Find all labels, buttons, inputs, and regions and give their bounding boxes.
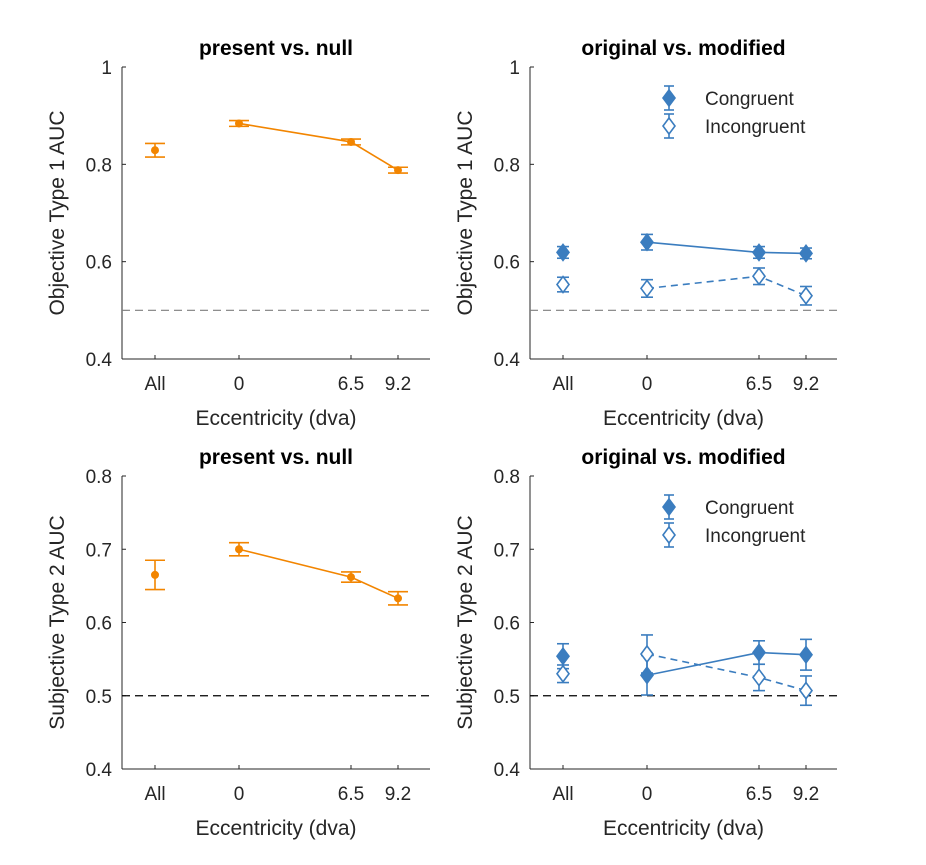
data-point [752,266,766,286]
y-tick-label: 0.7 [86,540,112,561]
y-tick-label: 0.4 [494,760,521,781]
data-point [556,275,570,294]
data-point [640,279,654,298]
data-point [640,232,654,252]
legend-label: Congruent [705,498,794,519]
y-tick-label: 0.6 [86,614,112,635]
y-tick-label: 0.5 [494,687,520,708]
x-tick-label: 0 [234,374,245,395]
y-tick-label: 0.8 [86,467,112,488]
y-axis-label: Objective Type 1 AUC [454,110,477,315]
legend-marker [662,497,676,517]
x-tick-label: 6.5 [746,784,772,805]
x-axis-label: Eccentricity (dva) [603,407,764,430]
data-point [151,570,159,579]
y-tick-label: 0.6 [494,253,520,274]
series-line [646,275,807,297]
series-line [238,548,399,600]
x-tick-label: All [144,784,165,805]
legend: Congruent Incongruent [662,85,806,139]
y-tick-label: 0.8 [86,155,112,176]
data-point [752,643,766,662]
series-line [646,241,807,255]
y-axis-label: Subjective Type 2 AUC [46,515,69,729]
x-tick-label: 9.2 [793,784,819,805]
data-point [799,645,813,665]
x-axis-label: Eccentricity (dva) [195,817,356,840]
y-tick-label: 0.5 [86,687,112,708]
data-point [151,146,159,155]
y-tick-label: 0.8 [494,467,520,488]
legend: Congruent Incongruent [662,494,806,548]
panel-4: original vs. modified 0.4 0.5 0.6 0.7 0.8 All 0… [454,446,837,840]
x-tick-label: 9.2 [793,374,819,395]
chart-title: present vs. null [199,37,353,60]
legend-marker [662,88,676,108]
y-tick-label: 0.8 [494,155,520,176]
y-tick-label: 0.6 [86,253,112,274]
data-point [347,573,355,582]
data-point [235,545,243,554]
x-axis-label: Eccentricity (dva) [195,407,356,430]
series-line [238,122,399,171]
y-tick-label: 0.4 [86,350,113,371]
legend-label: Incongruent [705,117,806,138]
chart-title: present vs. null [199,446,353,469]
data-point [556,664,570,684]
x-tick-label: 0 [642,374,653,395]
x-tick-label: All [552,374,573,395]
x-tick-label: 0 [234,784,245,805]
y-axis-label: Objective Type 1 AUC [46,110,69,315]
legend-label: Congruent [705,89,794,110]
panel-2: original vs. modified 0.4 0.6 0.8 1 All 0 6.5 9.… [454,37,837,430]
data-point [640,644,654,664]
x-tick-label: All [552,784,573,805]
data-point [799,286,813,306]
data-point [799,244,813,263]
chart-title: original vs. modified [581,37,785,60]
data-point [799,681,813,700]
series-line [646,651,807,677]
y-axis-label: Subjective Type 2 AUC [454,515,477,729]
x-tick-label: 9.2 [385,784,411,805]
y-tick-label: 0.4 [494,350,521,371]
x-tick-label: All [144,374,165,395]
y-tick-label: 0.4 [86,760,113,781]
y-tick-label: 0.6 [494,614,520,635]
legend-marker [662,525,676,545]
x-tick-label: 9.2 [385,374,411,395]
x-tick-label: 6.5 [338,374,364,395]
y-tick-label: 1 [101,58,112,79]
y-tick-label: 0.7 [494,540,520,561]
x-tick-label: 6.5 [746,374,772,395]
data-point [556,646,570,666]
x-tick-label: 6.5 [338,784,364,805]
panel-3: present vs. null 0.4 0.5 0.6 0.7 0.8 All 0 6.5 9.… [46,446,430,840]
data-point [752,668,766,687]
panel-1: present vs. null 0.4 0.6 0.8 1 All 0 6.5 9.2 Ecce… [46,37,430,430]
x-tick-label: 0 [642,784,653,805]
chart-title: original vs. modified [581,446,785,469]
legend-label: Incongruent [705,526,806,547]
x-axis-label: Eccentricity (dva) [603,817,764,840]
data-point [347,137,355,146]
legend-marker [662,116,676,136]
data-point [235,119,243,128]
y-tick-label: 1 [509,58,520,79]
data-point [394,594,402,603]
data-point [752,243,766,262]
data-point [394,166,402,175]
data-point [556,243,570,262]
